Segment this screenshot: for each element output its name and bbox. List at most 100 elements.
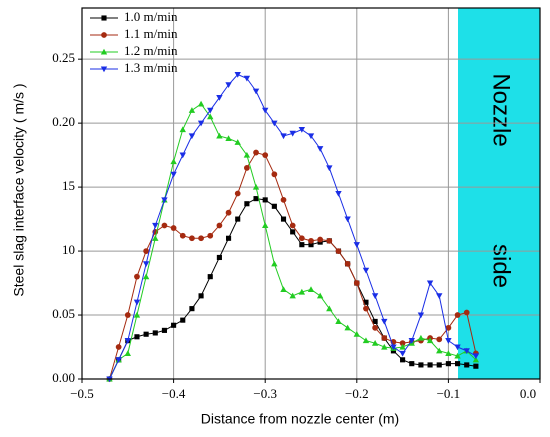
legend-label: 1.3 m/min [124, 60, 178, 75]
legend-label: 1.2 m/min [124, 43, 178, 58]
marker [271, 203, 277, 209]
x-tick-label: −0.2 [345, 386, 369, 401]
marker [252, 88, 260, 95]
marker [124, 350, 131, 356]
marker [381, 335, 388, 341]
marker [101, 32, 107, 38]
marker [298, 235, 305, 242]
marker [335, 190, 342, 197]
marker [280, 216, 287, 222]
marker [243, 151, 251, 158]
marker [207, 274, 213, 280]
marker [262, 222, 269, 229]
marker [100, 66, 108, 73]
marker [427, 362, 433, 368]
marker [161, 222, 168, 229]
y-axis-title: Steel slag interface velocity ( m/s ) [11, 83, 27, 296]
marker [226, 235, 232, 241]
x-tick-label: −0.3 [253, 386, 277, 401]
marker [134, 334, 140, 340]
marker [353, 242, 360, 248]
marker [371, 339, 379, 346]
marker [180, 317, 186, 323]
marker [363, 299, 369, 305]
marker [445, 324, 452, 331]
legend-label: 1.0 m/min [124, 9, 178, 24]
marker [454, 312, 461, 318]
marker [454, 344, 461, 351]
marker [335, 318, 342, 324]
marker [262, 152, 269, 159]
marker [253, 149, 259, 156]
marker [418, 362, 424, 368]
plot-frame [81, 7, 541, 380]
marker [171, 322, 177, 328]
marker [316, 146, 324, 152]
marker [189, 235, 195, 242]
marker [244, 165, 250, 171]
marker [189, 306, 195, 312]
marker [473, 363, 479, 369]
marker [197, 120, 205, 127]
marker [170, 225, 177, 231]
marker [372, 324, 378, 331]
marker [179, 126, 186, 133]
marker [133, 311, 141, 318]
marker [280, 286, 287, 293]
marker [253, 196, 259, 202]
marker [326, 305, 333, 312]
marker [417, 312, 425, 319]
marker [464, 362, 470, 368]
marker [344, 324, 351, 331]
legend-label: 1.1 m/min [124, 26, 178, 41]
y-tick-label: 10 [62, 242, 75, 257]
marker [225, 135, 232, 142]
marker [463, 309, 470, 316]
marker [399, 343, 406, 350]
marker [100, 48, 108, 55]
marker [244, 201, 250, 207]
x-axis-title: Distance from nozzle center (m) [201, 411, 399, 427]
marker [308, 237, 314, 244]
marker [271, 171, 278, 178]
marker [152, 330, 158, 336]
marker [472, 353, 480, 360]
marker [188, 133, 196, 140]
marker [207, 113, 214, 120]
marker [207, 107, 214, 114]
marker [225, 209, 232, 216]
marker [101, 15, 107, 21]
marker [289, 222, 296, 229]
marker [216, 132, 223, 139]
marker [216, 222, 223, 229]
marker [243, 75, 251, 82]
marker [133, 299, 141, 306]
marker [290, 229, 296, 235]
marker [353, 280, 360, 286]
marker [198, 293, 204, 299]
marker [170, 158, 177, 165]
y-tick-label: 0.20 [52, 114, 75, 129]
y-tick-label: 0.00 [52, 370, 75, 385]
marker [234, 139, 241, 145]
marker [316, 292, 324, 299]
series-line [108, 151, 477, 380]
marker [188, 107, 196, 113]
marker [307, 133, 315, 140]
marker [372, 318, 378, 324]
marker [409, 361, 415, 367]
marker [472, 356, 480, 363]
marker [326, 165, 333, 172]
marker [115, 344, 122, 350]
marker [308, 242, 314, 248]
marker [198, 235, 204, 242]
marker [417, 334, 425, 341]
marker [426, 280, 434, 287]
marker [234, 190, 241, 197]
marker [152, 235, 159, 241]
marker [408, 338, 415, 344]
marker [371, 293, 379, 300]
marker [445, 338, 452, 344]
marker [399, 350, 406, 357]
